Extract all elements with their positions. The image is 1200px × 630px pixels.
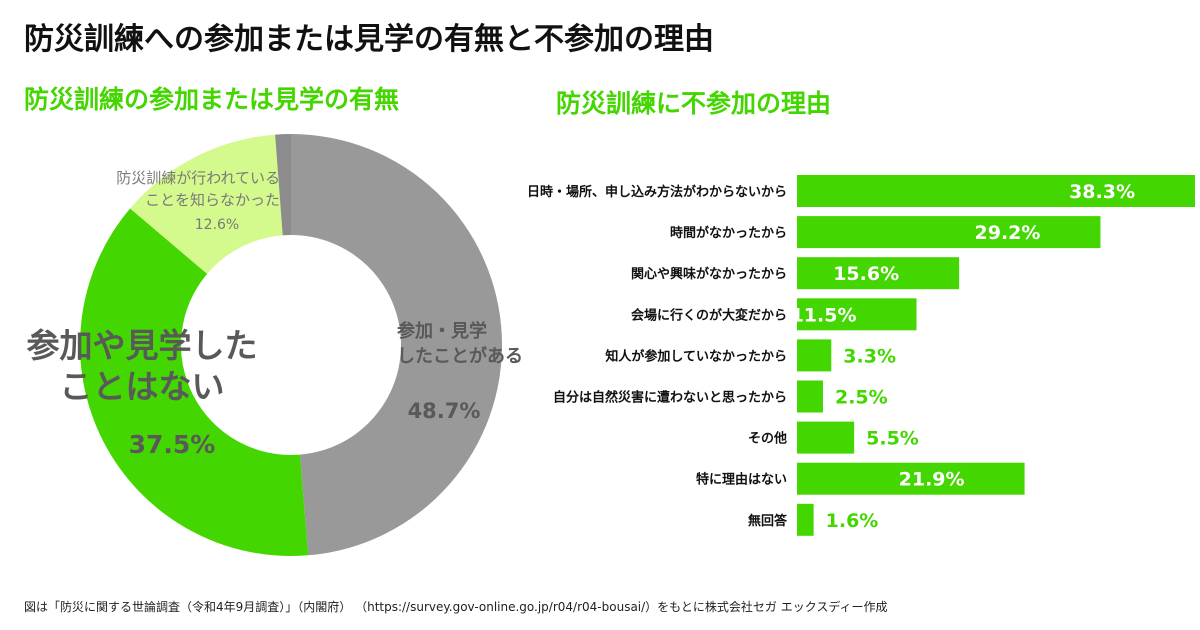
donut-value-did-not-know: 12.6% [195,217,239,233]
donut-label-participated-line1: 参加・見学 [397,320,487,342]
bar-value-label: 3.3% [843,345,896,367]
bar-category-label: 特に理由はない [696,472,787,488]
bar [797,339,832,372]
bar [797,421,855,454]
bar-value-label: 1.6% [826,510,879,532]
donut-chart-title: 防災訓練の参加または見学の有無 [24,85,400,114]
bar-value-label: 29.2% [975,222,1041,244]
bar-category-label: 日時・場所、申し込み方法がわからないから [527,184,787,200]
bar [797,380,823,413]
donut-value-not-participated: 37.5% [129,430,216,459]
bar [797,298,917,331]
bar-category-label: その他 [748,431,787,447]
donut-slice-not-participated [80,208,309,556]
bar-category-label: 会場に行くのが大変だから [631,307,787,323]
bar-category-label: 自分は自然災害に遭わないと思ったから [553,390,787,406]
bar-category-label: 時間がなかったから [670,225,787,241]
bar-category-label: 関心や興味がなかったから [631,266,787,282]
bar-value-label: 11.5% [791,304,857,326]
donut-slice-did-not-know [130,134,283,274]
donut-value-participated: 48.7% [408,399,481,423]
source-footnote: 図は「防災に関する世論調査（令和4年9月調査）」（内閣府） （https://s… [24,600,888,614]
bar-chart: 日時・場所、申し込み方法がわからないから 38.3% 時間がなかったから 29.2% 関… [527,175,1195,536]
bar-value-label: 5.5% [866,428,919,450]
bar-chart-title: 防災訓練に不参加の理由 [556,89,832,118]
donut-label-not-participated-line2: ことはない [60,367,225,406]
bar-value-label: 21.9% [899,469,965,491]
bar [797,257,960,290]
bar-value-label: 15.6% [833,263,899,285]
bar-value-label: 38.3% [1069,181,1135,203]
donut-slice-other [275,134,291,236]
donut-label-participated-line2: したことがある [397,345,523,367]
donut-label-did-not-know-line2: ことを知らなかった [145,191,280,209]
bar-value-label: 2.5% [835,387,888,409]
bar-category-label: 知人が参加していなかったから [605,348,787,364]
bar [797,462,1025,495]
donut-label-did-not-know-line1: 防災訓練が行われている [116,169,280,187]
donut-label-not-participated-line1: 参加や見学した [27,326,258,365]
bar-category-label: 無回答 [748,513,788,529]
donut-slice-participated [291,134,503,556]
bar [797,175,1195,207]
page-title: 防災訓練への参加または見学の有無と不参加の理由 [24,22,714,57]
bar [797,503,814,536]
bar [797,216,1101,249]
